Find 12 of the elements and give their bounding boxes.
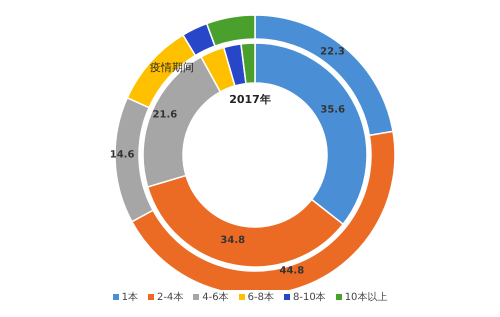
legend-label: 1本 xyxy=(120,290,138,304)
legend-label: 4-6本 xyxy=(201,290,229,304)
data-label: 22.3 xyxy=(320,46,345,58)
legend-label: 2-4本 xyxy=(156,290,184,304)
data-label: 35.6 xyxy=(320,104,346,116)
data-label: 44.8 xyxy=(280,265,304,276)
legend-label: 10本以上 xyxy=(344,290,388,304)
data-label: 21.6 xyxy=(152,110,178,121)
legend-label: 8-10本 xyxy=(292,290,326,304)
data-label: 34.8 xyxy=(220,234,246,246)
legend-label: 6-8本 xyxy=(246,290,274,304)
slice-label: 2017年 xyxy=(228,92,272,107)
